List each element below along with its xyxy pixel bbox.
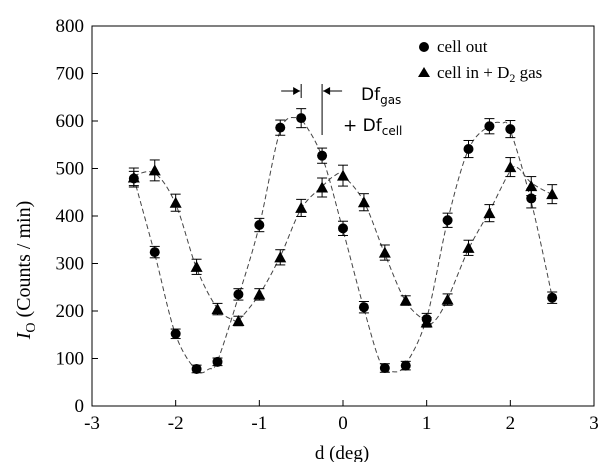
point-cell-in [190,260,203,272]
point-cell-out [358,302,369,313]
plot-frame [91,25,595,407]
annotation-line-1: Dfgas [361,85,401,107]
point-cell-in [546,188,559,200]
point-cell-in [295,201,308,213]
point-cell-out [379,363,390,373]
y-tick-label: 100 [56,349,85,370]
error-bars [128,108,558,374]
fit-curve-cell-in [133,165,553,325]
x-tick-label: -2 [168,413,184,434]
point-cell-out [149,247,160,258]
point-cell-in [127,171,140,183]
point-cell-in [483,207,496,219]
y-tick-label: 0 [75,396,85,417]
legend-marker-cell-out [419,42,429,52]
point-cell-in [378,246,391,258]
point-cell-in [525,180,538,192]
x-tick-label: -3 [84,413,100,434]
y-tick-label: 600 [56,111,85,132]
point-cell-out [317,150,328,161]
point-cell-out [463,144,474,155]
point-cell-in [462,241,475,253]
point-cell-in [169,196,182,208]
phase-shift-annotation: Dfgas + Dfcell [281,84,402,138]
x-tick-label: 1 [422,413,432,434]
y-tick-label: 300 [56,254,85,275]
point-cell-in [253,288,266,300]
point-cell-out [338,223,348,234]
point-cell-out [547,292,558,303]
y-tick-label: 700 [56,64,85,85]
point-cell-in [211,303,224,315]
point-cell-in [357,196,370,208]
point-cell-out [296,113,307,124]
point-cell-in [504,161,517,173]
fit-curve-cell-out [133,114,553,374]
point-cell-out [275,122,286,133]
y-tick-label: 800 [56,16,85,37]
point-cell-out [233,289,244,300]
data-points [127,113,559,374]
annotation-arrowhead-left [293,87,301,95]
y-axis-label: IO (Counts / min) [13,201,39,340]
point-cell-out [400,360,411,371]
annotation-line-2: + Dfcell [343,116,402,138]
point-cell-in [316,181,329,193]
y-tick-label: 400 [56,206,85,227]
legend-label-cell-in: cell in + D2 gas [437,63,542,85]
point-cell-out [526,193,537,204]
y-tick-label: 500 [56,159,85,180]
point-cell-out [442,215,453,226]
plot-border [91,25,595,407]
point-cell-out [254,220,265,231]
y-tick-label: 200 [56,301,85,322]
point-cell-out [484,121,495,132]
point-cell-out [191,363,202,374]
point-cell-out [170,328,181,339]
point-cell-in [337,169,349,181]
x-tick-label: -1 [251,413,267,434]
point-cell-in [441,293,454,305]
point-cell-in [274,251,287,263]
fit-lines [133,114,553,374]
axis-ticks: 0 100 200 300 400 500 600 700 800 -3 -2 -1 0 1 2 3 [56,16,599,434]
x-tick-label: 0 [338,413,348,434]
point-cell-in [399,294,412,306]
legend-marker-cell-in [418,67,430,77]
point-cell-out [212,356,223,367]
x-tick-label: 3 [589,413,599,434]
point-cell-in [232,314,245,326]
x-axis-label: d (deg) [315,443,369,462]
point-cell-in [148,164,161,176]
point-cell-out [505,124,516,135]
annotation-arrowhead-right [323,87,331,95]
x-tick-label: 2 [506,413,516,434]
point-cell-in [420,316,433,328]
legend-label-cell-out: cell out [437,37,488,56]
legend: cell out cell in + D2 gas [418,37,542,85]
